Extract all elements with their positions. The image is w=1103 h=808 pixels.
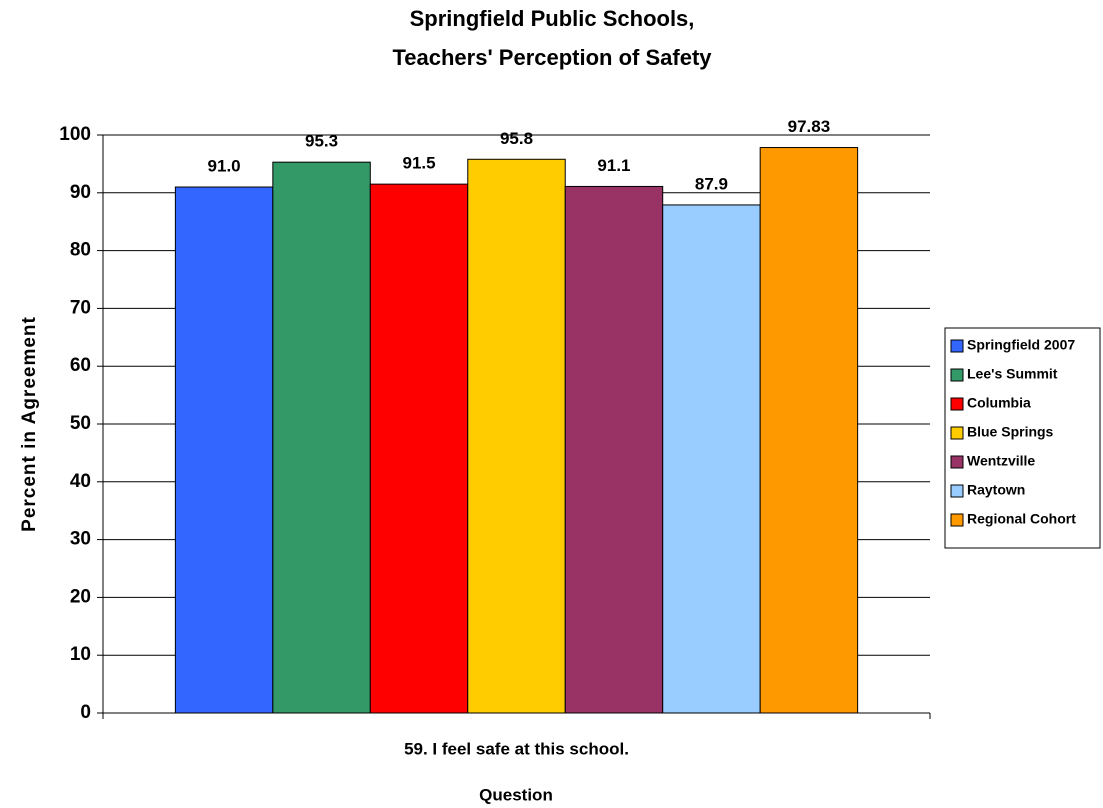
legend-label: Columbia <box>967 395 1031 411</box>
y-tick-label: 10 <box>70 644 91 665</box>
bar <box>564 185 664 714</box>
y-tick-label: 70 <box>70 297 91 318</box>
y-axis-label: Percent in Agreement <box>19 316 40 532</box>
legend-label: Wentzville <box>967 453 1035 469</box>
y-tick-label: 90 <box>70 182 91 203</box>
y-tick-label: 60 <box>70 355 91 376</box>
chart-title: Springfield Public Schools, <box>410 6 695 31</box>
legend-swatch <box>950 484 964 498</box>
data-label: 91.0 <box>208 157 241 176</box>
bar <box>662 204 761 714</box>
data-label: 91.1 <box>597 156 630 175</box>
legend-swatch <box>950 397 964 411</box>
y-tick-label: 0 <box>80 702 91 723</box>
y-tick-label: 50 <box>70 413 91 434</box>
bar <box>174 186 274 714</box>
bar <box>369 183 469 714</box>
y-tick-label: 20 <box>70 586 91 607</box>
legend-swatch <box>950 455 964 469</box>
bar <box>759 147 859 714</box>
y-tick-label: 30 <box>70 529 91 550</box>
legend-box <box>944 327 1101 549</box>
y-tick-label: 100 <box>59 124 91 145</box>
legend-swatch <box>950 368 964 382</box>
chart-title: Teachers' Perception of Safety <box>392 45 712 70</box>
data-label: 87.9 <box>695 174 728 193</box>
data-label: 91.5 <box>402 154 435 173</box>
legend-swatch <box>950 339 964 353</box>
data-label: 95.3 <box>305 132 338 151</box>
x-tick-label: 59. I feel safe at this school. <box>404 739 629 758</box>
y-tick-label: 40 <box>70 471 91 492</box>
bar <box>467 158 566 714</box>
legend-swatch <box>950 426 964 440</box>
data-label: 97.83 <box>788 117 831 136</box>
x-axis-label: Question <box>479 785 553 804</box>
legend-label: Regional Cohort <box>967 511 1076 527</box>
legend-label: Blue Springs <box>967 424 1054 440</box>
bar <box>272 161 371 714</box>
data-label: 95.8 <box>500 129 533 148</box>
legend-swatch <box>950 513 964 527</box>
legend-label: Raytown <box>967 482 1025 498</box>
y-tick-label: 80 <box>70 240 91 261</box>
legend-label: Lee's Summit <box>967 366 1058 382</box>
legend-label: Springfield 2007 <box>967 337 1075 353</box>
